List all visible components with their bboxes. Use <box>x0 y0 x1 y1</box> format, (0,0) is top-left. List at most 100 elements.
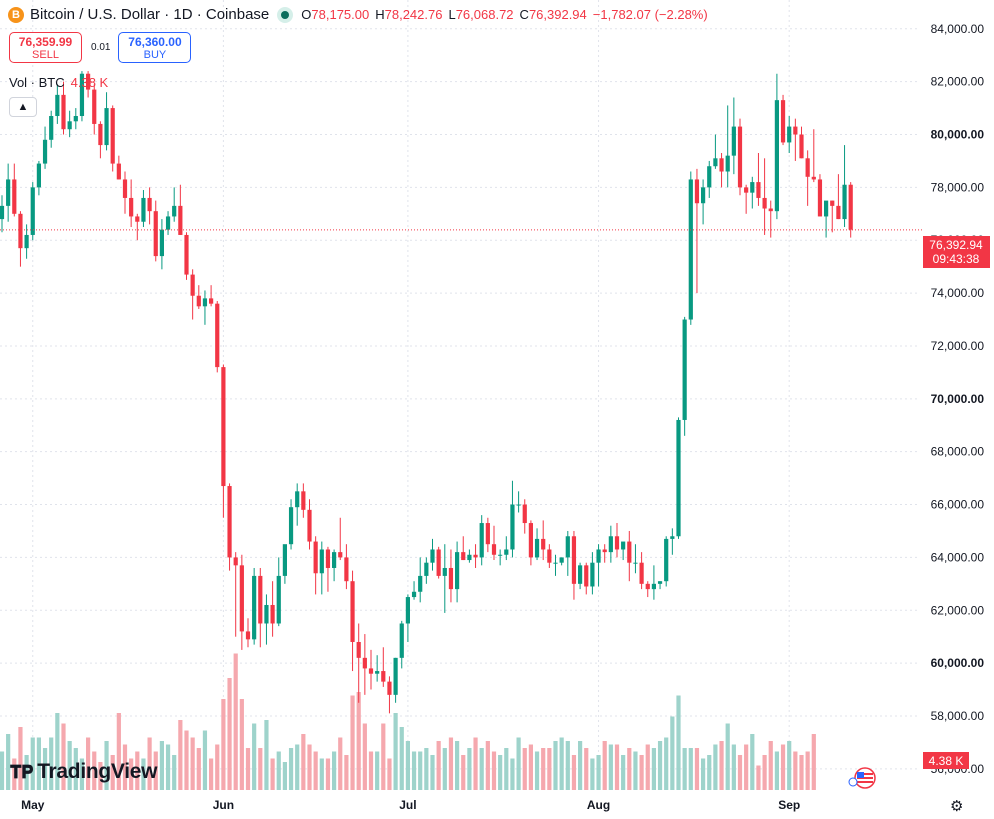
volume-bar <box>768 741 773 790</box>
volume-bar <box>596 755 601 790</box>
price-tick-label: 62,000.00 <box>931 603 985 617</box>
candle-body <box>590 562 595 587</box>
volume-bar <box>584 748 589 790</box>
time-tick-label: Aug <box>587 798 610 812</box>
price-tick-label: 64,000.00 <box>931 550 985 564</box>
candle-body <box>461 552 466 561</box>
symbol-title[interactable]: Bitcoin / U.S. Dollar · 1D · Coinbase <box>30 6 270 23</box>
candle-body <box>473 554 478 558</box>
volume-bar <box>190 737 195 790</box>
volume-bar <box>227 678 232 790</box>
candle-body <box>301 491 306 510</box>
candle-body <box>67 121 72 130</box>
candle-body <box>793 126 798 135</box>
candle-body <box>239 565 244 632</box>
candle-body <box>430 549 435 563</box>
buy-button[interactable]: 76,360.00 BUY <box>118 32 192 63</box>
time-tick-label: Sep <box>778 798 800 812</box>
candle-body <box>98 123 103 146</box>
candle-body <box>498 554 503 556</box>
volume-bar <box>780 744 786 790</box>
last-price-value: 76,392.94 <box>929 238 983 252</box>
candle-body <box>104 108 109 146</box>
price-tick-label: 58,000.00 <box>931 709 985 723</box>
candle-body <box>61 94 66 130</box>
candle-body <box>190 274 195 296</box>
candle-body <box>614 536 620 550</box>
candle-body <box>565 536 570 558</box>
price-axis[interactable]: 56,000.0058,000.0060,000.0062,000.0064,0… <box>931 22 985 776</box>
volume-bar <box>12 758 17 790</box>
candle-body <box>522 504 527 524</box>
volume-legend-label[interactable]: Vol · BTC <box>9 75 65 90</box>
candle-body <box>639 562 644 584</box>
price-tick-label: 60,000.00 <box>931 656 985 670</box>
candle-body <box>528 523 533 558</box>
volume-bar <box>491 751 497 790</box>
us-flag-icon[interactable] <box>845 767 881 789</box>
volume-bar <box>61 723 66 790</box>
volume-bar <box>350 695 355 790</box>
candle-body <box>215 303 220 368</box>
collapse-legend-button[interactable]: ▲ <box>9 97 37 117</box>
candle-body <box>375 671 380 674</box>
candle-body <box>602 549 607 553</box>
candle-body <box>36 163 41 188</box>
volume-bar <box>713 744 718 790</box>
volume-bar <box>196 748 201 790</box>
volume-bar <box>473 737 478 790</box>
candle-body <box>627 541 632 563</box>
volume-bar <box>245 748 251 790</box>
market-status-icon[interactable] <box>277 6 294 23</box>
last-volume-label: 4.38 K <box>923 752 969 769</box>
candle-body <box>744 187 749 193</box>
volume-bar <box>430 755 435 790</box>
candle-body <box>442 567 447 576</box>
volume-bar <box>202 730 208 790</box>
tradingview-logo[interactable]: 𝐓𝐏 TradingView <box>10 760 158 784</box>
candle-body <box>18 213 23 249</box>
candle-body <box>467 554 472 561</box>
candle-body <box>344 557 349 582</box>
candle-body <box>141 197 146 222</box>
volume-bar <box>485 741 490 790</box>
volume-bar <box>332 751 337 790</box>
volume-bar <box>282 762 287 790</box>
volume-bar <box>338 737 343 790</box>
candle-body <box>405 597 410 624</box>
volume-bar <box>664 737 669 790</box>
spread-value: 0.01 <box>91 42 111 53</box>
volume-bar <box>461 755 466 790</box>
price-tick-label: 72,000.00 <box>931 339 985 353</box>
candle-body <box>737 126 743 188</box>
volume-bar <box>122 744 128 790</box>
volume-bar <box>750 734 755 790</box>
candle-body <box>516 504 521 506</box>
candle-body <box>12 179 17 214</box>
candle-body <box>479 523 484 558</box>
candle-body <box>491 544 497 555</box>
volume-bar <box>571 755 577 790</box>
candle-body <box>368 668 374 674</box>
volume-bar <box>393 713 398 790</box>
volume-bar <box>602 741 607 790</box>
volume-bar <box>719 741 724 790</box>
volume-bar <box>55 713 60 790</box>
candle-body <box>719 158 724 172</box>
candle-body <box>172 205 177 217</box>
candle-body <box>110 108 115 164</box>
candle-body <box>202 298 208 307</box>
volume-bar <box>319 758 324 790</box>
time-axis[interactable]: May Jun Jul Aug Sep <box>21 798 800 812</box>
candle-body <box>633 562 638 564</box>
volume-bar <box>522 748 527 790</box>
volume-bar <box>676 695 681 790</box>
candle-body <box>817 179 823 217</box>
candle-body <box>547 549 552 563</box>
volume-bar <box>92 751 97 790</box>
candle-body <box>233 557 238 566</box>
settings-icon[interactable]: ⚙ <box>950 798 964 815</box>
volume-bar <box>756 765 761 790</box>
sell-button[interactable]: 76,359.99 SELL <box>9 32 82 63</box>
